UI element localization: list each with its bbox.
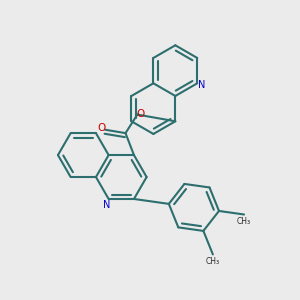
- Text: N: N: [103, 200, 111, 210]
- Text: O: O: [136, 109, 144, 119]
- Text: CH₃: CH₃: [237, 217, 251, 226]
- Text: O: O: [97, 123, 105, 133]
- Text: N: N: [198, 80, 206, 90]
- Text: CH₃: CH₃: [206, 257, 220, 266]
